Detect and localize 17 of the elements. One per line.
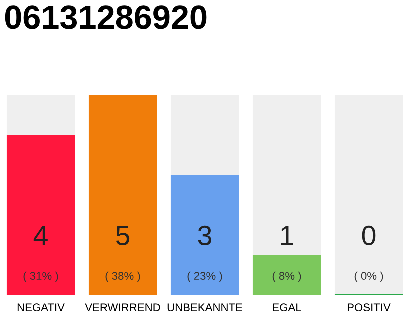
annotation: ( 23% ) [188, 272, 222, 282]
data-label: 3 [198, 226, 212, 246]
annotation: ( 31% ) [24, 272, 58, 282]
x-tick-label: UNBEKANNTE [168, 304, 242, 312]
data-label: 5 [116, 226, 130, 246]
bar [252, 255, 322, 296]
data-label: 0 [362, 226, 376, 246]
data-label: 4 [34, 226, 48, 246]
x-tick-label: POSITIV [348, 304, 391, 312]
x-tick-label: EGAL [273, 304, 302, 312]
x-tick-label: NEGATIV [18, 304, 65, 312]
data-label: 1 [281, 226, 294, 246]
annotation: ( 0% ) [354, 272, 384, 282]
annotation: ( 8% ) [272, 272, 302, 282]
chart-title: 06131286920 [5, 6, 207, 30]
x-tick-label: VERWIRREND [85, 304, 160, 312]
annotation: ( 38% ) [106, 272, 140, 282]
